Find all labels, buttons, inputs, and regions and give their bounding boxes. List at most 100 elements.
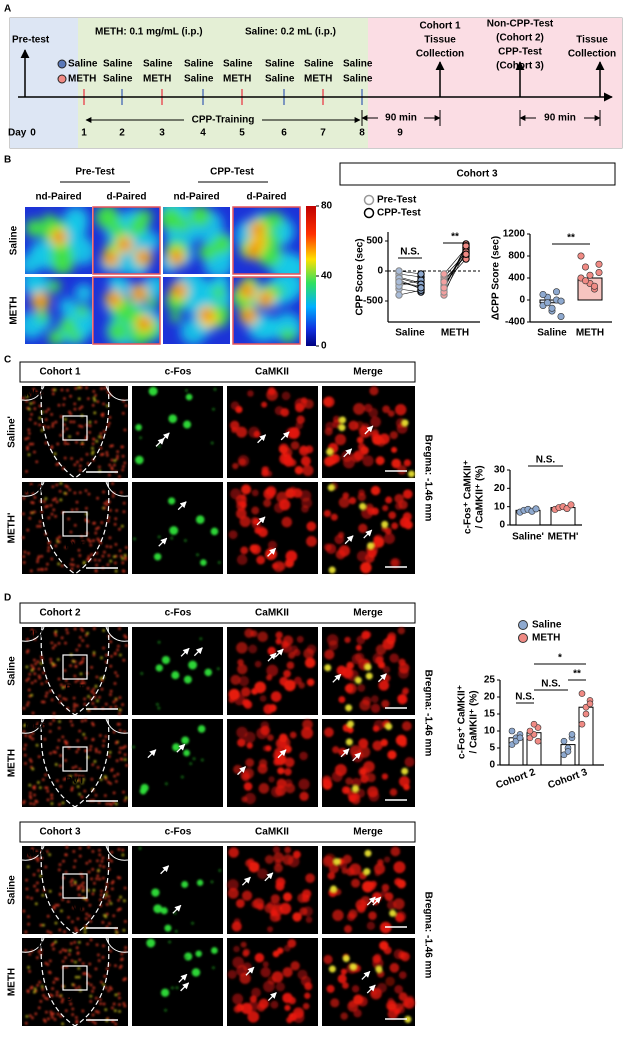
cell bbox=[92, 396, 96, 400]
cell bbox=[49, 689, 52, 693]
cell bbox=[54, 420, 58, 424]
cell bbox=[47, 541, 51, 545]
day-number: 8 bbox=[359, 128, 365, 139]
cell bbox=[344, 786, 352, 794]
cell bbox=[48, 730, 52, 733]
cell bbox=[86, 558, 89, 561]
cell bbox=[92, 888, 96, 892]
event-label: Non-CPP-Test bbox=[487, 19, 554, 30]
cell bbox=[183, 749, 190, 757]
cell bbox=[83, 789, 87, 793]
cell bbox=[111, 494, 115, 498]
cell bbox=[241, 890, 253, 901]
cell bbox=[102, 629, 105, 632]
cell bbox=[328, 965, 336, 973]
cell bbox=[328, 566, 336, 574]
cell bbox=[80, 875, 84, 879]
mhb-outline bbox=[21, 718, 45, 734]
cell bbox=[37, 667, 41, 671]
cell bbox=[371, 507, 379, 516]
cell bbox=[50, 557, 54, 561]
cell bbox=[58, 928, 62, 932]
cell bbox=[45, 850, 49, 853]
cell bbox=[200, 559, 207, 566]
cell bbox=[44, 961, 48, 965]
cell bbox=[348, 497, 357, 505]
cell bbox=[338, 696, 346, 703]
cell bbox=[64, 641, 67, 645]
cell bbox=[330, 513, 338, 521]
cell bbox=[236, 726, 248, 739]
cell bbox=[36, 983, 39, 987]
data-point bbox=[534, 737, 542, 745]
cell bbox=[40, 554, 44, 558]
cell bbox=[37, 950, 41, 953]
cell bbox=[164, 1008, 168, 1012]
cell bbox=[294, 398, 307, 411]
cell bbox=[72, 659, 75, 663]
cell bbox=[356, 550, 368, 562]
cell bbox=[56, 442, 60, 446]
cell bbox=[98, 864, 102, 867]
cell bbox=[391, 559, 399, 567]
legend-label: METH bbox=[532, 633, 560, 644]
cell bbox=[73, 523, 77, 527]
cell bbox=[282, 854, 294, 866]
cell bbox=[338, 496, 350, 508]
cell bbox=[99, 1002, 102, 1005]
cell bbox=[123, 730, 126, 734]
cell bbox=[26, 445, 29, 449]
cell bbox=[260, 967, 271, 978]
cell bbox=[101, 921, 105, 924]
cell bbox=[113, 651, 117, 655]
cell bbox=[45, 680, 49, 684]
cell bbox=[135, 424, 142, 431]
cell bbox=[35, 743, 39, 747]
cell bbox=[93, 411, 97, 415]
cell bbox=[24, 743, 27, 747]
cell bbox=[88, 424, 92, 428]
cell bbox=[113, 523, 117, 526]
cells bbox=[132, 725, 206, 795]
cell bbox=[85, 506, 88, 510]
cell bbox=[22, 496, 26, 500]
heat-blob bbox=[107, 321, 128, 342]
cell bbox=[119, 746, 122, 750]
cell bbox=[115, 457, 119, 460]
cell bbox=[41, 988, 45, 991]
cell bbox=[343, 925, 353, 934]
cell bbox=[351, 785, 359, 793]
heat-blob bbox=[25, 219, 44, 237]
cell bbox=[99, 778, 103, 781]
cell bbox=[33, 990, 36, 994]
cell bbox=[71, 920, 74, 924]
cell bbox=[235, 898, 245, 908]
cell bbox=[282, 967, 293, 978]
cell bbox=[270, 894, 280, 904]
cell bbox=[347, 726, 354, 734]
cell bbox=[257, 631, 268, 643]
cell bbox=[211, 947, 218, 954]
cell bbox=[58, 720, 61, 723]
cell bbox=[108, 536, 112, 540]
training-zone bbox=[78, 18, 368, 148]
cell bbox=[118, 1010, 121, 1013]
cell bbox=[105, 545, 109, 548]
cell bbox=[29, 402, 33, 405]
cell bbox=[83, 930, 87, 934]
cell bbox=[338, 860, 348, 870]
cell bbox=[105, 451, 109, 454]
cell bbox=[79, 386, 83, 389]
cell bbox=[368, 407, 379, 418]
cell bbox=[370, 703, 381, 713]
cell bbox=[284, 778, 293, 787]
cell bbox=[275, 982, 286, 992]
cell bbox=[66, 442, 70, 446]
row-label: METH bbox=[7, 749, 18, 777]
cell bbox=[164, 924, 172, 932]
cell bbox=[210, 441, 214, 445]
cell bbox=[30, 681, 34, 685]
cell bbox=[37, 674, 41, 678]
cell bbox=[24, 734, 28, 737]
cell bbox=[102, 402, 105, 406]
